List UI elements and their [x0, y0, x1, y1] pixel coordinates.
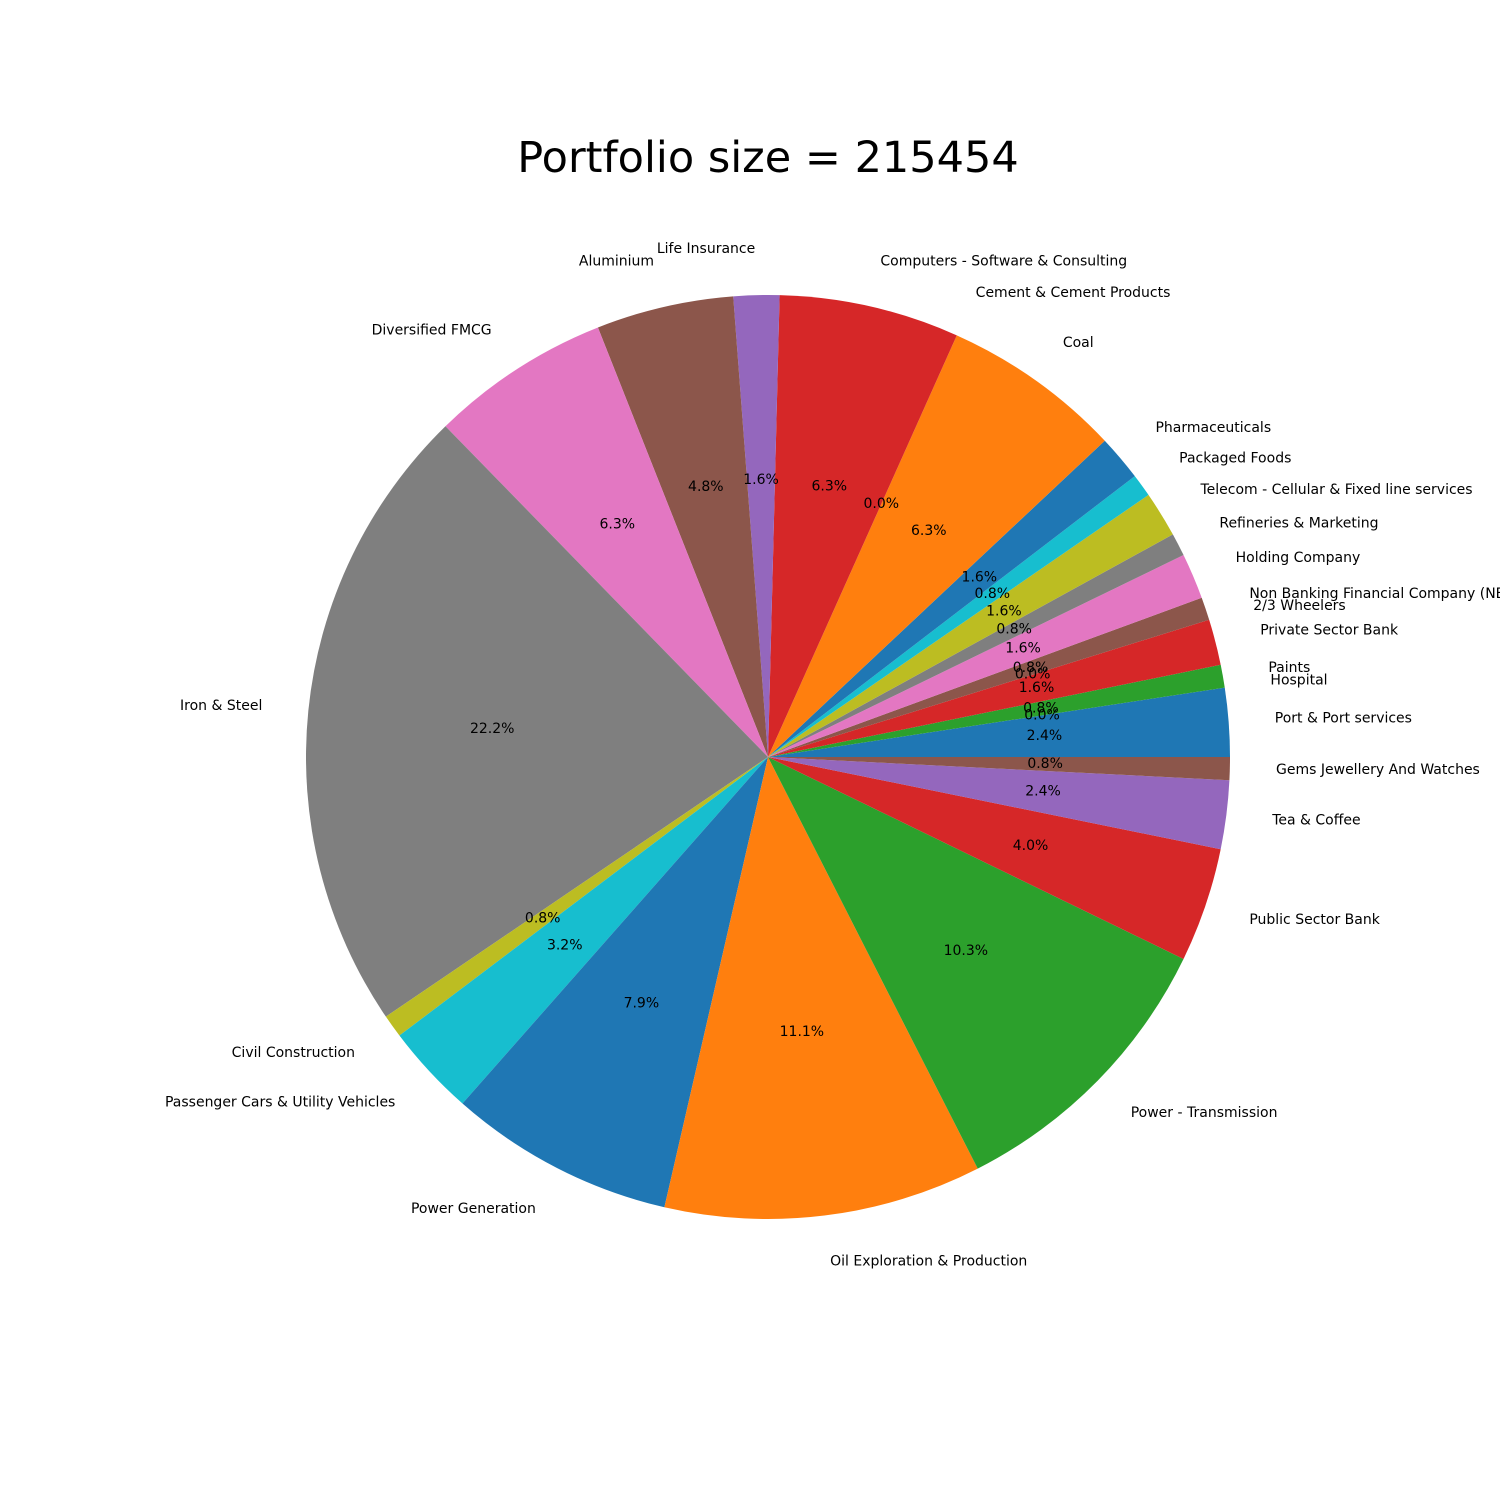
slice-label-tea-coffee: Tea & Coffee — [1271, 813, 1360, 829]
slice-pct-refineries-marketing: 0.8% — [996, 622, 1032, 638]
pie-slice-aluminium — [597, 296, 768, 757]
pie-slice-passenger-cars-utility-vehicles — [399, 757, 768, 1104]
slice-pct-port-port-services: 2.4% — [1027, 728, 1063, 744]
pie-slices — [306, 295, 1230, 1219]
slice-pct-passenger-cars-utility-vehicles: 3.2% — [547, 937, 583, 953]
pie-slice-packaged-foods — [768, 476, 1149, 757]
pie-percent-labels: 2.4%0.0%0.8%1.6%0.0%0.8%1.6%0.8%1.6%0.8%… — [470, 472, 1063, 1040]
slice-pct-iron-steel: 22.2% — [470, 721, 514, 737]
slice-label-computers-software-consulting: Computers - Software & Consulting — [880, 253, 1127, 269]
slice-label-gems-jewellery-and-watches: Gems Jewellery And Watches — [1276, 762, 1480, 778]
slice-label-aluminium: Aluminium — [579, 254, 654, 270]
pie-slice-coal — [768, 335, 1105, 757]
slice-label-cement-cement-products: Cement & Cement Products — [976, 285, 1171, 301]
pie-slice-oil-exploration-production — [664, 757, 978, 1219]
slice-label-power-generation: Power Generation — [411, 1201, 536, 1217]
pie-slice-non-banking-financial-company-nb — [768, 597, 1210, 757]
slice-label-packaged-foods: Packaged Foods — [1179, 450, 1291, 466]
pie-slice-civil-construction — [385, 757, 768, 1036]
pie-slice-pharmaceuticals — [768, 440, 1135, 757]
slice-label-hospital: Hospital — [1270, 673, 1327, 689]
pie-slice-gems-jewellery-and-watches — [768, 757, 1230, 781]
slice-pct-2-3-wheelers: 0.0% — [1015, 667, 1051, 683]
slice-pct-paints: 0.8% — [1023, 700, 1059, 716]
slice-pct-life-insurance: 1.6% — [743, 472, 779, 488]
slice-label-non-banking-financial-company-nb: Non Banking Financial Company (NB — [1249, 586, 1500, 602]
pie-slice-private-sector-bank — [768, 619, 1221, 757]
slice-pct-coal: 6.3% — [911, 523, 947, 539]
slice-label-diversified-fmcg: Diversified FMCG — [372, 322, 492, 338]
pie-slice-refineries-marketing — [768, 534, 1184, 757]
pie-slice-power-transmission — [768, 757, 1184, 1169]
slice-label-civil-construction: Civil Construction — [232, 1045, 355, 1061]
slice-pct-hospital: 0.0% — [1024, 707, 1060, 723]
pie-slice-port-port-services — [768, 687, 1230, 757]
pie-slice-paints — [768, 664, 1225, 757]
slice-pct-civil-construction: 0.8% — [525, 911, 561, 927]
slice-label-pharmaceuticals: Pharmaceuticals — [1155, 420, 1271, 436]
pie-slice-iron-steel — [306, 426, 768, 1017]
slice-label-refineries-marketing: Refineries & Marketing — [1219, 515, 1378, 531]
slice-label-telecom-cellular-fixed-line-services: Telecom - Cellular & Fixed line services — [1199, 482, 1472, 498]
slice-pct-tea-coffee: 2.4% — [1025, 784, 1061, 800]
pie-slice-telecom-cellular-fixed-line-services — [768, 494, 1173, 757]
slice-label-port-port-services: Port & Port services — [1275, 711, 1412, 727]
slice-label-power-transmission: Power - Transmission — [1131, 1105, 1278, 1121]
slice-pct-oil-exploration-production: 11.1% — [780, 1024, 824, 1040]
slice-pct-aluminium: 4.8% — [688, 479, 724, 495]
pie-slice-life-insurance — [733, 295, 780, 757]
pie-slice-power-generation — [462, 757, 768, 1208]
slice-label-coal: Coal — [1063, 335, 1094, 351]
slice-label-2-3-wheelers: 2/3 Wheelers — [1253, 598, 1345, 614]
slice-label-holding-company: Holding Company — [1236, 550, 1361, 566]
slice-pct-pharmaceuticals: 1.6% — [962, 570, 998, 586]
slice-label-life-insurance: Life Insurance — [657, 241, 755, 257]
slice-pct-public-sector-bank: 4.0% — [1013, 838, 1049, 854]
pie-slice-diversified-fmcg — [445, 327, 768, 757]
slice-pct-power-transmission: 10.3% — [944, 943, 988, 959]
pie-slice-public-sector-bank — [768, 757, 1221, 959]
slice-pct-gems-jewellery-and-watches: 0.8% — [1027, 756, 1063, 772]
pie-slice-computers-software-consulting — [768, 295, 957, 757]
slice-pct-private-sector-bank: 1.6% — [1019, 680, 1055, 696]
slice-label-oil-exploration-production: Oil Exploration & Production — [830, 1253, 1027, 1269]
chart-title: Portfolio size = 215454 — [517, 133, 1018, 183]
slice-label-paints: Paints — [1268, 660, 1310, 676]
slice-label-public-sector-bank: Public Sector Bank — [1249, 912, 1380, 928]
slice-pct-telecom-cellular-fixed-line-services: 1.6% — [986, 603, 1022, 619]
slice-label-passenger-cars-utility-vehicles: Passenger Cars & Utility Vehicles — [165, 1095, 395, 1111]
slice-label-iron-steel: Iron & Steel — [180, 698, 262, 714]
slice-pct-holding-company: 1.6% — [1005, 641, 1041, 657]
slice-pct-computers-software-consulting: 6.3% — [812, 479, 848, 495]
slice-pct-cement-cement-products: 0.0% — [863, 496, 899, 512]
slice-pct-packaged-foods: 0.8% — [974, 586, 1010, 602]
pie-slice-holding-company — [768, 555, 1202, 757]
slice-pct-power-generation: 7.9% — [624, 996, 660, 1012]
slice-pct-diversified-fmcg: 6.3% — [599, 516, 635, 532]
slice-pct-non-banking-financial-company-nb: 0.8% — [1013, 660, 1049, 676]
pie-slice-tea-coffee — [768, 757, 1230, 850]
slice-label-private-sector-bank: Private Sector Bank — [1260, 623, 1399, 639]
